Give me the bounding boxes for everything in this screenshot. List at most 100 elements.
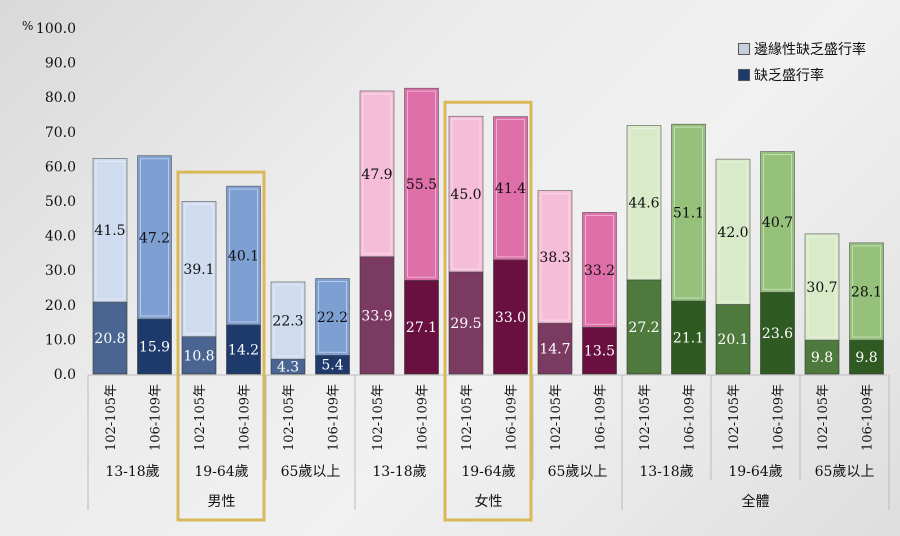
bar-segment-marginal	[226, 185, 261, 326]
bar-segment-marginal	[537, 190, 573, 324]
bar-bevel	[184, 203, 214, 335]
data-label-deficient: 27.1	[406, 320, 437, 336]
bar-segment-marginal	[137, 155, 172, 320]
data-label-marginal: 38.3	[539, 250, 570, 266]
highlight-box	[176, 170, 266, 522]
bar-bevel	[496, 119, 525, 258]
legend-swatch-marginal	[738, 43, 750, 55]
bar-bevel	[362, 93, 392, 255]
age-group-label: 65歲以上	[548, 464, 608, 480]
data-label-marginal: 47.9	[361, 167, 392, 183]
x-tick-label: 106-109年	[505, 384, 520, 451]
data-label-marginal: 41.4	[495, 181, 526, 197]
bar-segment-deficient	[92, 301, 128, 375]
data-label-marginal: 55.5	[406, 177, 437, 193]
x-tick-label: 106-109年	[594, 384, 609, 451]
bar-bevel	[451, 118, 481, 270]
bar-segment-deficient	[226, 324, 261, 375]
data-label-marginal: 22.2	[317, 310, 348, 326]
x-tick-label: 102-105年	[460, 384, 475, 451]
bar-bevel	[273, 284, 303, 357]
data-label-deficient: 29.5	[450, 316, 481, 332]
data-label-deficient: 23.6	[762, 326, 793, 342]
x-tick-label: 106-109年	[149, 384, 164, 451]
y-tick-label: 0.0	[54, 367, 76, 383]
legend-label-marginal: 邊緣性缺乏盛行率	[754, 42, 866, 58]
bar-bevel	[540, 193, 570, 321]
age-group-label: 19-64歲	[728, 464, 782, 480]
highlight-box	[443, 100, 533, 522]
data-label-deficient: 20.8	[94, 331, 125, 347]
y-tick-label: 80.0	[45, 90, 76, 106]
x-tick-label: 106-109年	[416, 384, 431, 451]
age-group-label: 19-64歲	[194, 464, 248, 480]
bar-segment-marginal	[804, 233, 840, 341]
bar-segment-deficient	[760, 292, 795, 375]
gender-group-label: 全體	[742, 493, 770, 510]
data-label-marginal: 30.7	[806, 280, 837, 296]
y-tick-label: 90.0	[45, 56, 76, 72]
data-label-marginal: 47.2	[139, 230, 170, 246]
data-label-marginal: 39.1	[183, 262, 214, 278]
y-tick-label: 100.0	[36, 21, 76, 37]
data-label-deficient: 10.8	[183, 348, 214, 364]
x-tick-label: 102-105年	[193, 384, 208, 451]
x-tick-label: 102-105年	[638, 384, 653, 451]
bar-bevel	[95, 160, 125, 300]
data-label-deficient: 33.0	[495, 310, 526, 326]
bar-bevel	[585, 214, 614, 325]
x-tick-label: 106-109年	[238, 384, 253, 451]
bar-segment-marginal	[582, 212, 617, 328]
data-label-deficient: 14.7	[539, 342, 570, 358]
data-label-marginal: 28.1	[851, 284, 882, 300]
data-label-marginal: 33.2	[584, 263, 615, 279]
bar-segment-marginal	[849, 242, 884, 341]
bar-segment-deficient	[849, 339, 884, 375]
bar-bevel	[674, 126, 703, 299]
bar-segment-marginal	[315, 278, 350, 356]
data-label-marginal: 51.1	[673, 206, 704, 222]
bar-segment-marginal	[626, 125, 662, 281]
bar-segment-deficient	[181, 336, 217, 375]
y-tick-label: 50.0	[45, 194, 76, 210]
data-label-deficient: 5.4	[321, 358, 343, 374]
bar-segment-marginal	[493, 116, 528, 261]
y-unit-label: %	[22, 19, 33, 33]
bar-segment-marginal	[760, 151, 795, 293]
bar-segment-marginal	[92, 158, 128, 303]
y-tick-label: 30.0	[45, 263, 76, 279]
bar-segment-marginal	[359, 90, 395, 258]
bar-bevel	[140, 158, 169, 317]
bar-bevel	[318, 281, 347, 353]
age-group-label: 13-18歲	[105, 464, 159, 480]
x-tick-label: 102-105年	[727, 384, 742, 451]
bar-segment-deficient	[715, 304, 751, 375]
y-tick-label: 60.0	[45, 159, 76, 175]
data-label-deficient: 4.3	[277, 360, 299, 376]
data-label-marginal: 45.0	[450, 187, 481, 203]
age-group-label: 13-18歲	[372, 464, 426, 480]
data-label-deficient: 9.8	[855, 350, 877, 366]
data-label-deficient: 27.2	[628, 320, 659, 336]
x-tick-label: 102-105年	[104, 384, 119, 451]
x-tick-label: 102-105年	[282, 384, 297, 451]
gender-group-label: 女性	[475, 493, 503, 510]
legend-label-deficient: 缺乏盛行率	[754, 68, 824, 84]
legend: 邊緣性缺乏盛行率 缺乏盛行率	[738, 36, 866, 88]
x-tick-label: 106-109年	[861, 384, 876, 451]
x-tick-label: 102-105年	[816, 384, 831, 451]
x-tick-label: 102-105年	[371, 384, 386, 451]
data-label-marginal: 40.1	[228, 248, 259, 264]
bar-segment-deficient	[137, 318, 172, 375]
data-label-marginal: 41.5	[94, 223, 125, 239]
bar-segment-marginal	[404, 87, 439, 281]
gender-group-label: 男性	[208, 494, 236, 510]
bar-bevel	[229, 188, 258, 323]
bar-bevel	[407, 90, 436, 278]
y-tick-label: 20.0	[45, 298, 76, 314]
age-group-label: 65歲以上	[815, 464, 875, 480]
legend-swatch-deficient	[738, 69, 750, 81]
x-tick-label: 102-105年	[549, 384, 564, 451]
bar-bevel	[852, 245, 881, 338]
x-tick-label: 106-109年	[772, 384, 787, 451]
